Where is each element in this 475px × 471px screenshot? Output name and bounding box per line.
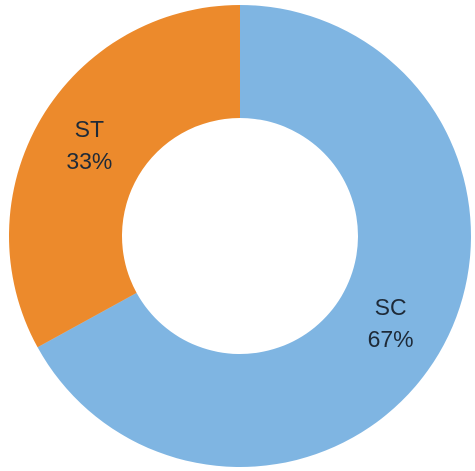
donut-slice: [9, 5, 241, 348]
slice-value-label: 33%: [66, 148, 112, 174]
donut-slice: [37, 5, 472, 467]
slice-category: ST: [75, 116, 104, 142]
slice-category: SC: [375, 294, 407, 320]
slice-value-label: 67%: [368, 326, 414, 352]
